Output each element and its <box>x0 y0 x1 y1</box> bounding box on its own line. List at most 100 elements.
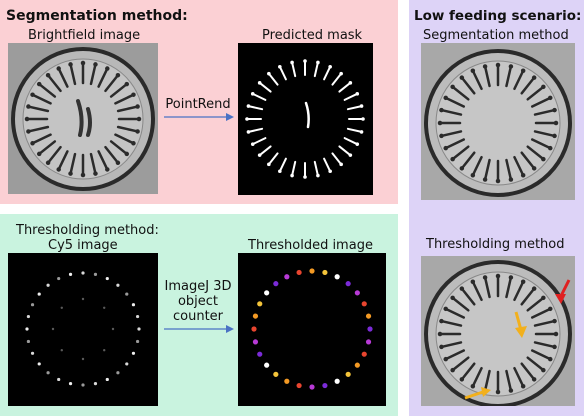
larva-head <box>267 162 271 167</box>
larva-head <box>131 141 136 146</box>
signal-spot <box>264 362 270 368</box>
signal-spot <box>57 377 61 382</box>
larva-head <box>439 318 444 324</box>
larva-shape <box>31 93 52 105</box>
larva-head <box>355 142 360 146</box>
larva-shape <box>338 145 352 157</box>
larva-head <box>24 116 30 122</box>
larva-shape <box>533 319 556 327</box>
signal-spot <box>60 306 63 309</box>
larva-head <box>80 172 86 178</box>
signal-spot <box>68 272 73 277</box>
larva-shape <box>346 105 363 111</box>
larva-shape <box>483 65 491 88</box>
larva-shape <box>69 63 77 86</box>
signal-spot <box>309 268 315 274</box>
larva-shape <box>247 127 264 133</box>
larva-shape <box>323 65 332 81</box>
larva-head <box>553 120 559 126</box>
larva-head <box>520 173 526 178</box>
larva-head <box>541 156 546 162</box>
larva-shape <box>323 157 332 173</box>
larva-shape <box>520 76 536 95</box>
larva-head <box>68 171 73 176</box>
signal-spot <box>257 351 263 357</box>
larva-shape <box>27 125 50 133</box>
larva-head <box>131 92 136 97</box>
larva-head <box>136 116 142 122</box>
orange-arrow-icon <box>514 311 527 338</box>
signal-spot <box>116 371 120 375</box>
larva-head <box>459 286 465 291</box>
larva-shape <box>104 73 120 93</box>
signal-spot <box>26 314 31 319</box>
signal-spot <box>345 371 351 377</box>
larva-head <box>245 117 249 121</box>
larva-head <box>267 71 271 76</box>
right-arrow-icon <box>164 325 234 333</box>
larva-shape <box>513 155 525 177</box>
larva-shape <box>109 140 129 156</box>
larva-shape <box>460 287 476 306</box>
larva-head <box>339 162 343 167</box>
larva-shape <box>251 137 267 146</box>
larva-shape <box>247 105 264 111</box>
signal-spot <box>322 382 328 389</box>
larva-head <box>450 295 455 301</box>
larva-shape <box>331 72 343 86</box>
larva-head <box>443 145 448 151</box>
larva-shape <box>526 85 545 101</box>
larva-shape <box>526 145 545 161</box>
signal-spot <box>137 327 141 331</box>
larva-shape <box>440 130 463 138</box>
signal-spot <box>296 382 302 389</box>
larva-head <box>135 129 140 134</box>
larva-head <box>520 68 526 73</box>
larva-shape <box>109 82 129 98</box>
larva-shape <box>471 366 483 388</box>
larva-shape <box>451 356 470 372</box>
larva-head <box>495 389 501 395</box>
larva-shape <box>116 105 139 113</box>
larva-head <box>470 68 476 73</box>
signal-spot <box>273 281 279 287</box>
larva-head <box>355 92 360 96</box>
cy5-fluorescence-image <box>8 253 158 406</box>
larva-head <box>541 295 546 301</box>
right-arrow-icon <box>164 113 234 121</box>
larva-shape <box>46 145 62 165</box>
larva-shape <box>533 130 556 138</box>
larva-shape <box>483 158 491 181</box>
larva-head <box>437 120 443 126</box>
larva-head <box>56 66 61 71</box>
larva-head <box>552 107 557 113</box>
signal-spot <box>105 276 109 281</box>
larva-head <box>459 166 465 171</box>
cy5-caption: Cy5 image <box>48 238 118 253</box>
larva-head <box>303 59 307 63</box>
larva-shape <box>505 369 513 392</box>
larva-head <box>439 344 444 350</box>
larva-shape <box>278 157 287 173</box>
larva-head <box>552 133 557 139</box>
larva-shape <box>338 81 352 93</box>
larva-shape <box>313 160 319 177</box>
larva-head <box>278 64 282 69</box>
larva-head <box>553 331 559 337</box>
larva-shape <box>440 108 463 116</box>
larva-head <box>328 64 332 69</box>
larva-head <box>115 72 121 78</box>
larva-head <box>361 117 365 121</box>
larva-head <box>290 60 294 65</box>
larva-head <box>124 81 130 87</box>
signal-spot <box>81 297 85 301</box>
larva-shape <box>513 69 525 91</box>
signal-spot <box>367 326 373 332</box>
signal-spot <box>37 362 41 366</box>
larva-head <box>548 145 553 151</box>
brightfield-caption: Brightfield image <box>28 28 141 43</box>
larva-shape <box>258 81 272 93</box>
larva-head <box>548 356 553 362</box>
signal-spot <box>322 269 328 276</box>
larva-shape <box>114 93 135 105</box>
